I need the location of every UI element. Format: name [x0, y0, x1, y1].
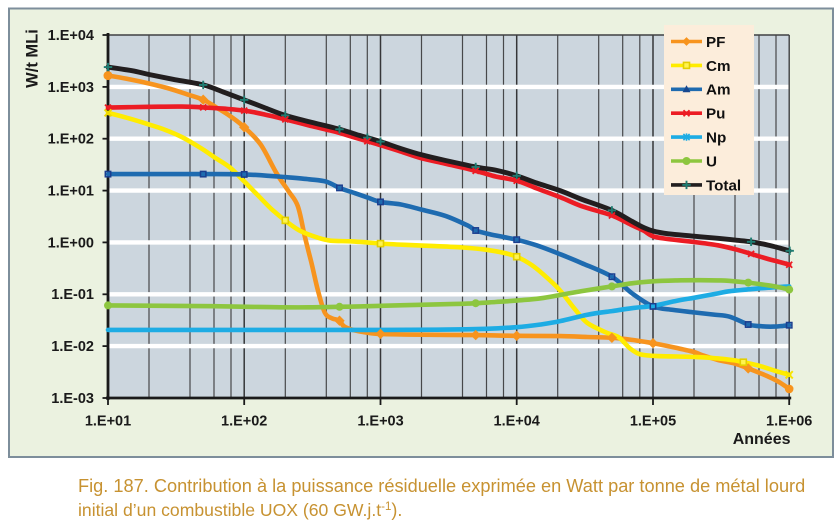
svg-text:1.E+02: 1.E+02	[221, 414, 267, 430]
svg-text:U: U	[706, 153, 717, 170]
svg-text:initial d’un combustible UOX (: initial d’un combustible UOX (60 GW.j.t-…	[78, 500, 402, 520]
svg-text:Am: Am	[706, 82, 730, 99]
svg-text:1.E-02: 1.E-02	[51, 339, 94, 355]
svg-text:Années: Années	[733, 431, 791, 448]
svg-text:1.E-03: 1.E-03	[51, 391, 94, 407]
svg-text:PF: PF	[706, 34, 725, 51]
svg-text:1.E+03: 1.E+03	[48, 80, 94, 96]
svg-text:1.E+04: 1.E+04	[494, 414, 540, 430]
svg-text:Cm: Cm	[706, 58, 730, 75]
svg-text:Fig. 187. Contribution à la pu: Fig. 187. Contribution à la puissance ré…	[78, 476, 805, 496]
svg-text:1.E+06: 1.E+06	[766, 414, 812, 430]
svg-text:1.E+04: 1.E+04	[48, 28, 94, 44]
svg-text:1.E+01: 1.E+01	[48, 184, 94, 200]
svg-text:Np: Np	[706, 130, 726, 147]
svg-text:1.E+02: 1.E+02	[48, 132, 94, 148]
svg-text:1.E+03: 1.E+03	[357, 414, 403, 430]
svg-text:1.E+05: 1.E+05	[630, 414, 676, 430]
svg-text:Total: Total	[706, 177, 741, 194]
svg-text:W/t MLi: W/t MLi	[24, 29, 42, 88]
svg-text:1.E+01: 1.E+01	[85, 414, 131, 430]
svg-text:Pu: Pu	[706, 106, 725, 123]
svg-text:1.E-01: 1.E-01	[51, 287, 94, 303]
svg-text:1.E+00: 1.E+00	[48, 235, 94, 251]
